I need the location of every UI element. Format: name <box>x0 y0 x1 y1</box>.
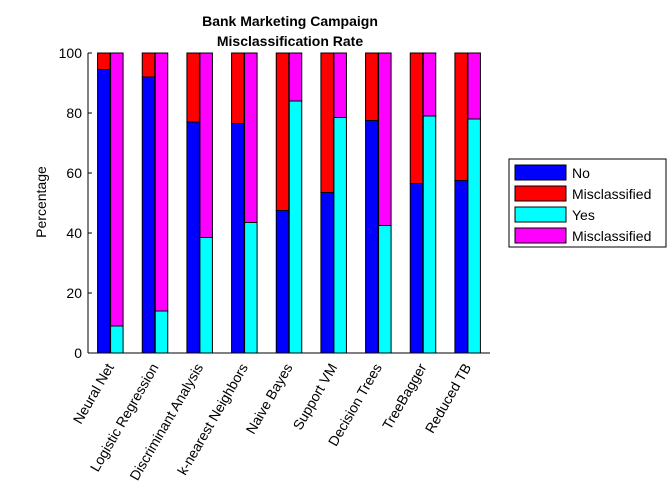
bar-logistic-regression-yes-misclassified <box>154 52 169 312</box>
x-tick-label: TreeBagger <box>379 360 430 432</box>
bar-k-nearest-neighbors-yes-yes <box>244 222 258 354</box>
y-axis-label: Percentage <box>33 166 49 238</box>
bar-k-nearest-neighbors-yes-misclassified <box>244 52 258 223</box>
bar-reduced-tb-yes-yes <box>467 118 481 354</box>
bar-k-nearest-neighbors-no-no <box>231 123 245 354</box>
bar-logistic-regression-yes-yes <box>154 310 169 354</box>
legend-label-no: No <box>572 165 590 181</box>
bar-neural-net-yes-misclassified <box>110 52 124 327</box>
bar-neural-net-no-no <box>97 69 111 354</box>
chart-title-line-2: Misclassification Rate <box>217 33 363 49</box>
y-tick-label: 40 <box>66 225 82 241</box>
bar-neural-net-yes-yes <box>110 325 124 354</box>
bar-neural-net-no-misclassified <box>97 52 111 70</box>
bar-k-nearest-neighbors-no-misclassified <box>231 52 245 124</box>
chart-title: Bank Marketing Campaign Misclassificatio… <box>202 13 378 49</box>
x-tick-label: Reduced TB <box>422 360 475 435</box>
bar-treebagger-yes-yes <box>422 115 437 354</box>
bar-discriminant-analysis-no-no <box>186 121 200 354</box>
y-tick-label: 20 <box>66 285 82 301</box>
y-tick-label: 0 <box>74 345 82 361</box>
bar-treebagger-yes-misclassified <box>422 52 437 117</box>
bar-decision-trees-no-misclassified <box>365 52 379 121</box>
legend-swatch-no <box>514 164 567 181</box>
bar-treebagger-no-no <box>409 183 424 354</box>
legend-swatch-misclassified <box>514 227 567 244</box>
bar-treebagger-no-misclassified <box>409 52 424 184</box>
chart-title-line-1: Bank Marketing Campaign <box>202 13 378 29</box>
legend-label-yes: Yes <box>572 207 595 223</box>
x-tick-label: Support VM <box>289 361 340 433</box>
legend-label-misclassified: Misclassified <box>572 186 651 202</box>
bar-support-vm-no-no <box>320 192 334 354</box>
bar-logistic-regression-no-misclassified <box>141 52 156 78</box>
legend: No Misclassified Yes Misclassified <box>508 158 667 248</box>
bar-naive-bayes-yes-misclassified <box>288 52 303 102</box>
y-tick-label: 80 <box>66 105 82 121</box>
x-tick-label: Naive Bayes <box>242 361 295 437</box>
legend-swatch-yes <box>514 206 567 223</box>
legend-label-misclassified: Misclassified <box>572 228 651 244</box>
legend-swatch-misclassified <box>514 185 567 202</box>
y-tick-label: 100 <box>59 45 83 61</box>
bar-support-vm-yes-misclassified <box>333 52 347 118</box>
bar-reduced-tb-no-no <box>454 180 468 354</box>
bar-decision-trees-no-no <box>365 120 379 354</box>
bar-decision-trees-yes-misclassified <box>378 52 392 226</box>
y-tick-label: 60 <box>66 165 82 181</box>
bar-logistic-regression-no-no <box>141 76 156 354</box>
bar-support-vm-no-misclassified <box>320 52 334 193</box>
bar-discriminant-analysis-yes-yes <box>199 237 213 354</box>
bars-layer <box>97 52 481 354</box>
bar-reduced-tb-yes-misclassified <box>467 52 481 120</box>
bar-reduced-tb-no-misclassified <box>454 52 468 181</box>
bar-support-vm-yes-yes <box>333 117 347 354</box>
bar-decision-trees-yes-yes <box>378 225 392 354</box>
x-tick-label: Neural Net <box>70 360 117 426</box>
bar-naive-bayes-yes-yes <box>288 100 303 354</box>
bar-discriminant-analysis-yes-misclassified <box>199 52 213 238</box>
bar-naive-bayes-no-misclassified <box>275 52 290 211</box>
bar-discriminant-analysis-no-misclassified <box>186 52 200 123</box>
bar-naive-bayes-no-no <box>275 210 290 354</box>
